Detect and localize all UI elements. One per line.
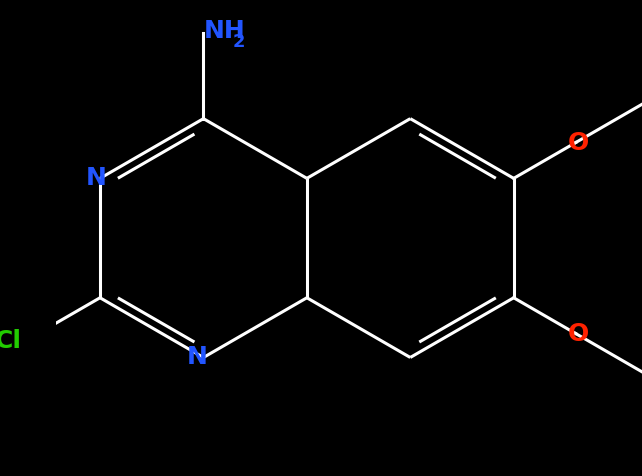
Text: O: O xyxy=(568,322,589,346)
Text: Cl: Cl xyxy=(0,329,22,353)
Text: O: O xyxy=(568,130,589,155)
Text: N: N xyxy=(86,166,107,190)
Text: 2: 2 xyxy=(232,33,245,51)
Text: NH: NH xyxy=(204,19,245,43)
Text: N: N xyxy=(187,346,208,369)
